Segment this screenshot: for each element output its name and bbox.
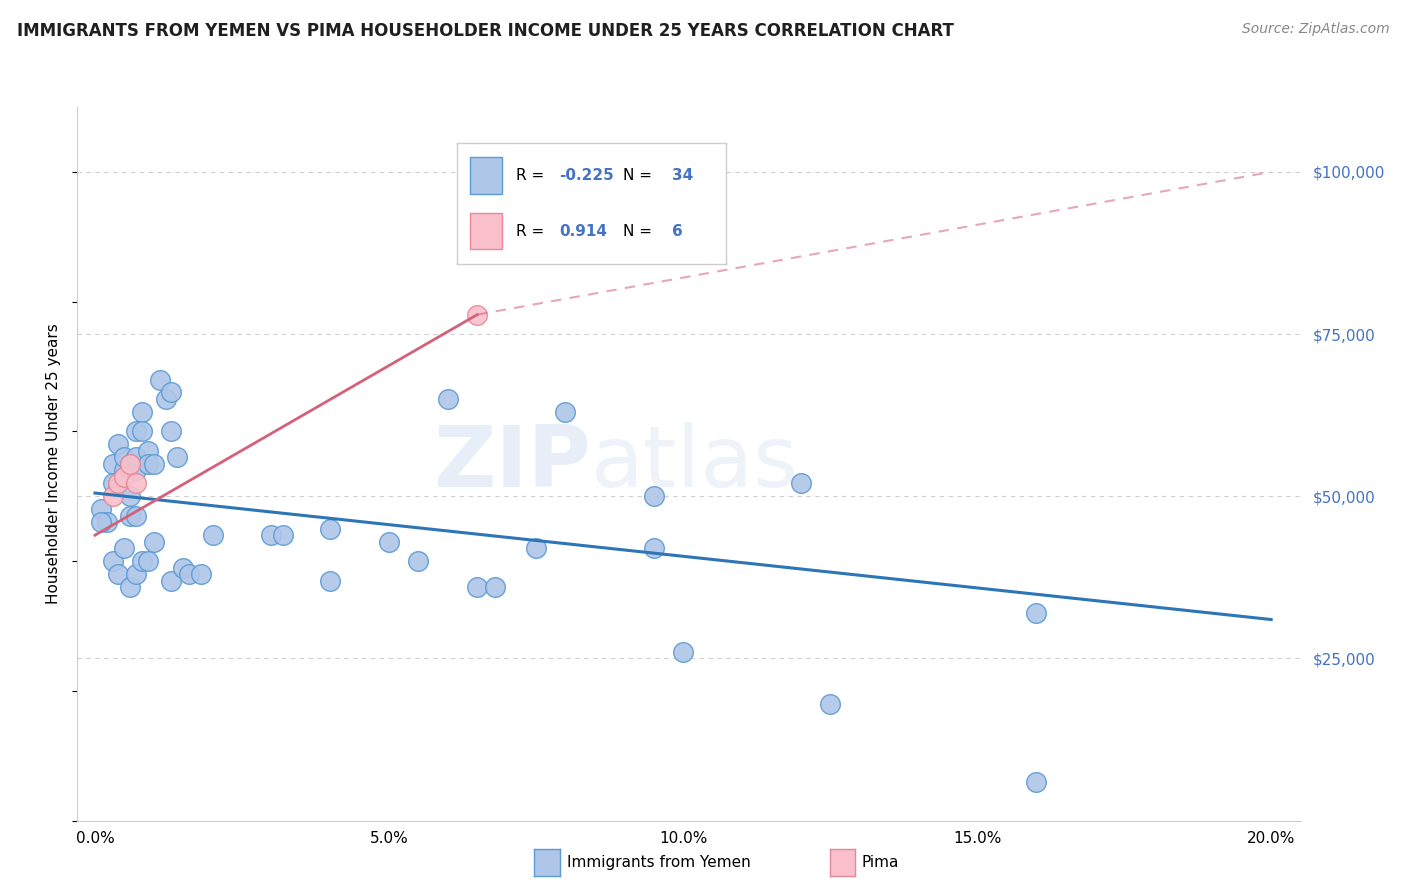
- Text: R =: R =: [516, 168, 548, 183]
- Point: [160, 425, 183, 439]
- Point: [136, 443, 159, 458]
- Point: [142, 457, 165, 471]
- Point: [107, 437, 129, 451]
- Text: 0.914: 0.914: [558, 224, 607, 239]
- Point: [131, 554, 153, 568]
- Text: ZIP: ZIP: [433, 422, 591, 506]
- Text: R =: R =: [516, 224, 548, 239]
- Text: Immigrants from Yemen: Immigrants from Yemen: [567, 855, 751, 870]
- Point: [125, 567, 148, 582]
- Point: [107, 567, 129, 582]
- Point: [112, 541, 135, 556]
- Point: [1025, 774, 1047, 789]
- Text: 34: 34: [672, 168, 693, 183]
- Point: [125, 450, 148, 465]
- Point: [107, 476, 129, 491]
- Point: [177, 567, 200, 582]
- Point: [172, 560, 194, 574]
- Point: [672, 645, 695, 659]
- Point: [131, 425, 153, 439]
- Point: [465, 580, 488, 594]
- Text: Source: ZipAtlas.com: Source: ZipAtlas.com: [1241, 22, 1389, 37]
- Text: Pima: Pima: [862, 855, 900, 870]
- Text: IMMIGRANTS FROM YEMEN VS PIMA HOUSEHOLDER INCOME UNDER 25 YEARS CORRELATION CHAR: IMMIGRANTS FROM YEMEN VS PIMA HOUSEHOLDE…: [17, 22, 953, 40]
- Point: [190, 567, 212, 582]
- Point: [201, 528, 224, 542]
- Point: [160, 385, 183, 400]
- Point: [125, 476, 148, 491]
- Point: [408, 554, 430, 568]
- Y-axis label: Householder Income Under 25 years: Householder Income Under 25 years: [46, 324, 62, 604]
- Point: [101, 554, 124, 568]
- Text: -0.225: -0.225: [558, 168, 613, 183]
- Point: [96, 515, 118, 529]
- Point: [643, 541, 665, 556]
- Point: [319, 574, 342, 588]
- Point: [101, 476, 124, 491]
- Point: [120, 457, 142, 471]
- Point: [120, 457, 142, 471]
- FancyBboxPatch shape: [470, 157, 502, 194]
- Point: [643, 489, 665, 503]
- Point: [260, 528, 283, 542]
- Point: [378, 534, 401, 549]
- Point: [136, 554, 159, 568]
- Point: [554, 405, 576, 419]
- Point: [90, 515, 112, 529]
- Text: N =: N =: [623, 224, 657, 239]
- Point: [1025, 606, 1047, 620]
- Point: [101, 489, 124, 503]
- Point: [160, 574, 183, 588]
- Point: [437, 392, 460, 406]
- Point: [271, 528, 294, 542]
- Point: [101, 457, 124, 471]
- Point: [131, 405, 153, 419]
- Point: [120, 508, 142, 523]
- Point: [112, 470, 135, 484]
- Point: [149, 372, 172, 386]
- Point: [818, 697, 841, 711]
- Text: N =: N =: [623, 168, 657, 183]
- Point: [789, 476, 811, 491]
- Point: [142, 534, 165, 549]
- Point: [90, 502, 112, 516]
- Point: [112, 463, 135, 477]
- Point: [120, 580, 142, 594]
- Point: [107, 476, 129, 491]
- Point: [125, 508, 148, 523]
- Point: [465, 308, 488, 322]
- Text: 6: 6: [672, 224, 682, 239]
- Point: [112, 450, 135, 465]
- Point: [112, 470, 135, 484]
- Point: [524, 541, 547, 556]
- Point: [125, 425, 148, 439]
- Point: [120, 489, 142, 503]
- Point: [136, 457, 159, 471]
- Text: atlas: atlas: [591, 422, 799, 506]
- Point: [484, 580, 506, 594]
- Point: [155, 392, 177, 406]
- Point: [166, 450, 188, 465]
- Point: [125, 463, 148, 477]
- FancyBboxPatch shape: [470, 213, 502, 250]
- Point: [319, 522, 342, 536]
